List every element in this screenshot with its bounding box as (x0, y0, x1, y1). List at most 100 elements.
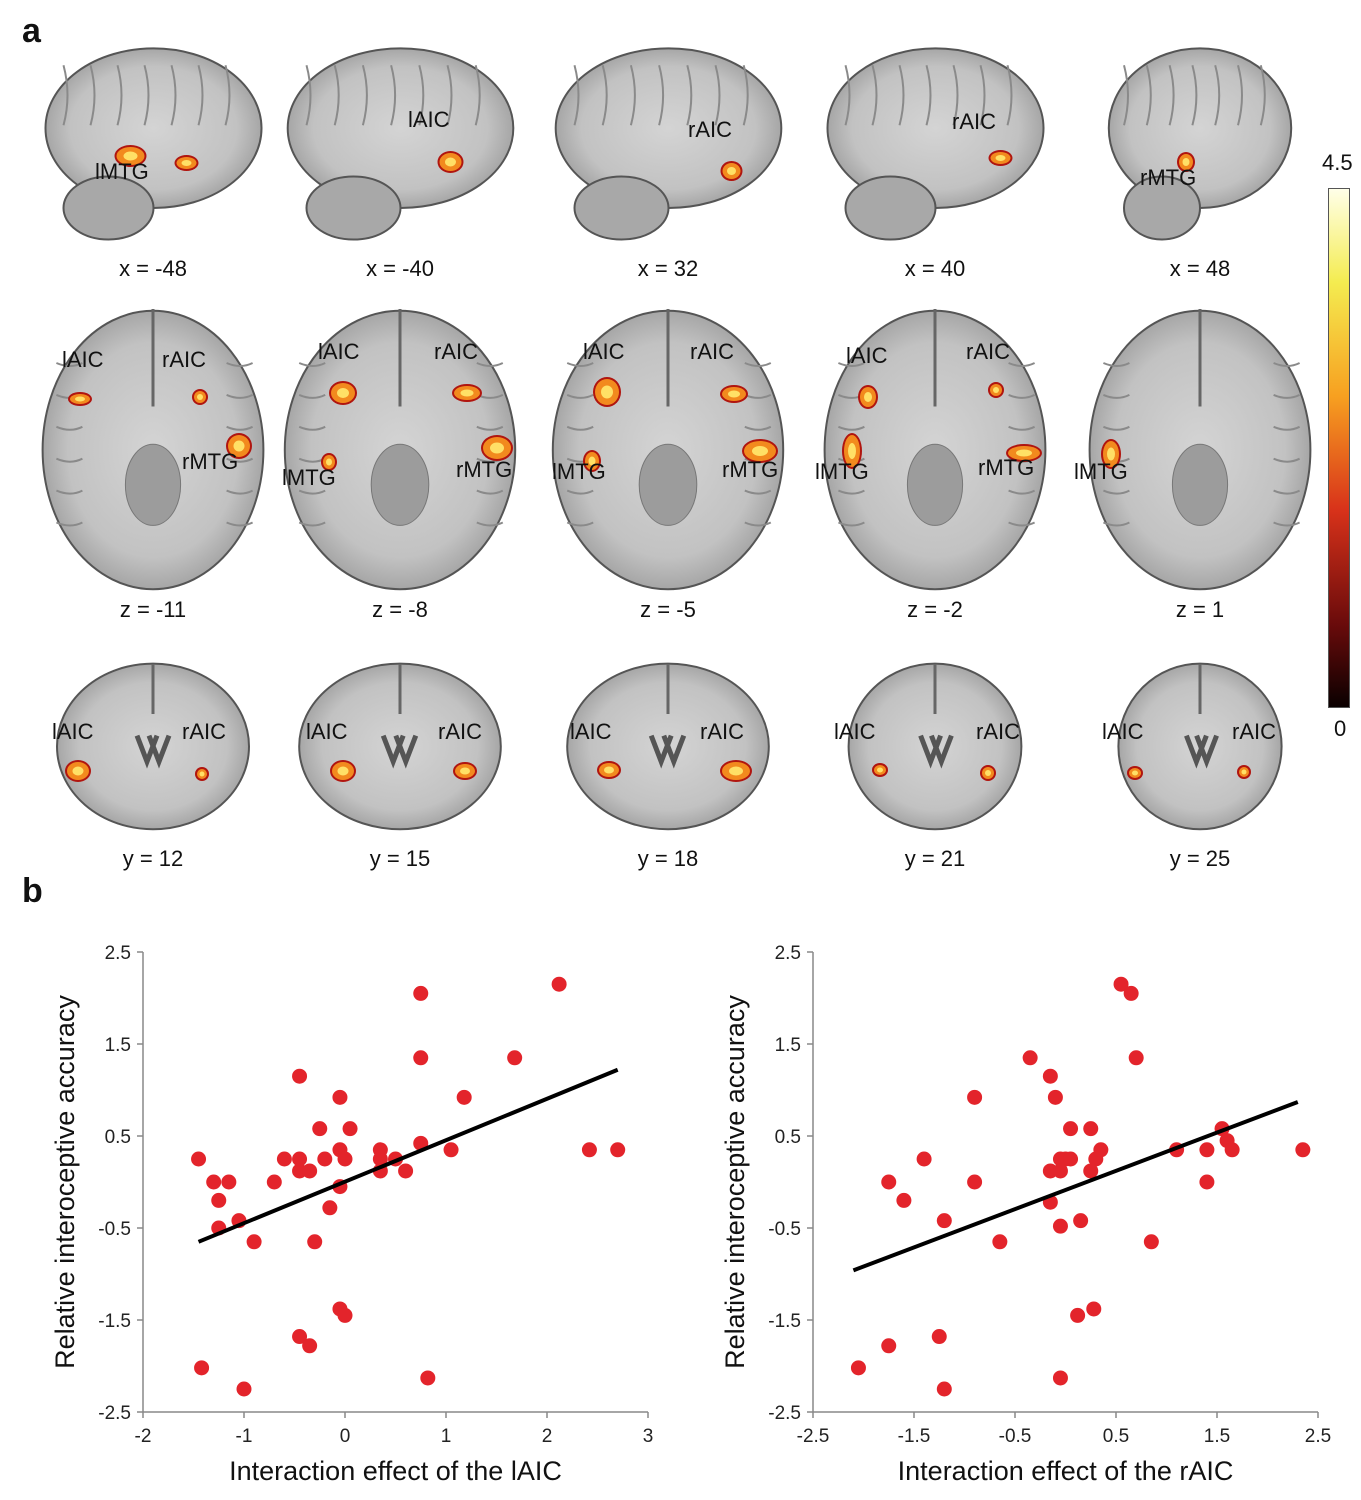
data-point (337, 1151, 353, 1167)
x-tick-label: -2.5 (797, 1426, 830, 1447)
panel-b-letter: b (22, 872, 43, 910)
data-point (1199, 1142, 1215, 1158)
axial-slice-5 (1088, 309, 1312, 591)
x-tick-label: 3 (643, 1426, 654, 1447)
x-tick-label: 1 (441, 1426, 452, 1447)
data-point (413, 1050, 429, 1066)
data-point (1070, 1307, 1086, 1323)
coronal-slice-4 (847, 662, 1023, 831)
slice-coordinate-label: z = -2 (907, 597, 963, 622)
sagittal-slice-1 (44, 47, 262, 241)
y-tick-label: 0.5 (105, 1127, 131, 1148)
data-point (1086, 1301, 1102, 1317)
region-label-rmtg: rMTG (456, 457, 513, 482)
y-tick-label: -2.5 (98, 1403, 131, 1424)
data-point (266, 1174, 282, 1190)
region-label-lmtg: lMTG (95, 159, 149, 184)
data-point (1052, 1163, 1068, 1179)
region-label-raic: rAIC (976, 719, 1020, 744)
brain-slices-panel: lMTG x = -48 lAIC x = -40 rAIC x = 32 rAIC x = … (41, 47, 1312, 871)
data-point (581, 1142, 597, 1158)
data-point (302, 1338, 318, 1354)
data-point (1224, 1142, 1240, 1158)
sagittal-slice-5 (1107, 47, 1293, 241)
data-point (317, 1151, 333, 1167)
x-tick-label: 0.5 (1103, 1426, 1129, 1447)
slice-coordinate-label: z = -8 (372, 597, 428, 622)
y-tick-label: -0.5 (768, 1219, 801, 1240)
data-point (1295, 1142, 1311, 1158)
x-tick-label: 2 (542, 1426, 553, 1447)
region-label-rmtg: rMTG (1140, 165, 1197, 190)
region-label-rmtg: rMTG (722, 457, 779, 482)
axial-slice-4 (823, 309, 1047, 591)
x-tick-label: -1 (236, 1426, 253, 1447)
slice-coordinate-label: y = 12 (122, 846, 184, 871)
data-point (292, 1068, 308, 1084)
panel-a-letter: a (22, 12, 41, 50)
region-label-laic: lAIC (408, 107, 450, 132)
colorbar (1328, 188, 1350, 708)
x-tick-label: -1.5 (898, 1426, 931, 1447)
data-point (456, 1089, 472, 1105)
slice-coordinate-label: z = -5 (640, 597, 696, 622)
data-point (302, 1163, 318, 1179)
scatter-plot-raic: 2.5 1.5 0.5 -0.5 -1.5 -2.5-2.5 -1.5 -0.5 0.5 1.5 2… (720, 943, 1331, 1486)
data-point (443, 1142, 459, 1158)
data-point (1073, 1213, 1089, 1229)
data-point (312, 1121, 328, 1137)
region-label-laic: lAIC (52, 719, 94, 744)
data-point (332, 1089, 348, 1105)
slice-coordinate-label: x = 32 (637, 256, 699, 281)
data-point (236, 1381, 252, 1397)
data-point (206, 1174, 222, 1190)
data-point (931, 1329, 947, 1345)
y-axis-title: Relative interoceptive accuracy (50, 995, 80, 1369)
region-label-lmtg: lMTG (815, 459, 869, 484)
y-tick-label: 2.5 (775, 943, 801, 964)
data-point (1128, 1050, 1144, 1066)
data-point (881, 1174, 897, 1190)
data-point (221, 1174, 237, 1190)
region-label-rmtg: rMTG (978, 455, 1035, 480)
y-tick-label: 1.5 (105, 1035, 131, 1056)
x-tick-label: -2 (135, 1426, 152, 1447)
regression-line (197, 1067, 619, 1244)
data-point (1199, 1174, 1215, 1190)
region-label-laic: lAIC (306, 719, 348, 744)
data-point (372, 1142, 388, 1158)
data-point (507, 1050, 523, 1066)
data-point (1113, 976, 1129, 992)
y-tick-label: -1.5 (768, 1311, 801, 1332)
data-point (1063, 1121, 1079, 1137)
data-point (342, 1121, 358, 1137)
region-label-laic: lAIC (318, 339, 360, 364)
data-point (1083, 1163, 1099, 1179)
y-tick-label: -0.5 (98, 1219, 131, 1240)
slice-coordinate-label: z = 1 (1175, 597, 1225, 622)
y-tick-label: 2.5 (105, 943, 131, 964)
y-tick-label: -1.5 (98, 1311, 131, 1332)
data-point (610, 1142, 626, 1158)
sagittal-slice-2 (286, 47, 514, 241)
region-label-raic: rAIC (690, 339, 734, 364)
region-label-raic: rAIC (182, 719, 226, 744)
data-point (337, 1307, 353, 1323)
data-point (916, 1151, 932, 1167)
coronal-slice-1 (56, 662, 250, 831)
y-tick-label: 0.5 (775, 1127, 801, 1148)
region-label-laic: lAIC (570, 719, 612, 744)
region-label-raic: rAIC (966, 339, 1010, 364)
regression-line (852, 1100, 1299, 1273)
data-point (1093, 1142, 1109, 1158)
region-label-rmtg: rMTG (182, 449, 239, 474)
data-point (194, 1360, 210, 1376)
region-label-laic: lAIC (834, 719, 876, 744)
y-axis-title: Relative interoceptive accuracy (720, 995, 750, 1369)
region-label-raic: rAIC (162, 347, 206, 372)
region-label-raic: rAIC (438, 719, 482, 744)
region-label-raic: rAIC (434, 339, 478, 364)
data-point (896, 1192, 912, 1208)
slice-coordinate-label: x = -40 (366, 256, 434, 281)
data-point (1042, 1068, 1058, 1084)
